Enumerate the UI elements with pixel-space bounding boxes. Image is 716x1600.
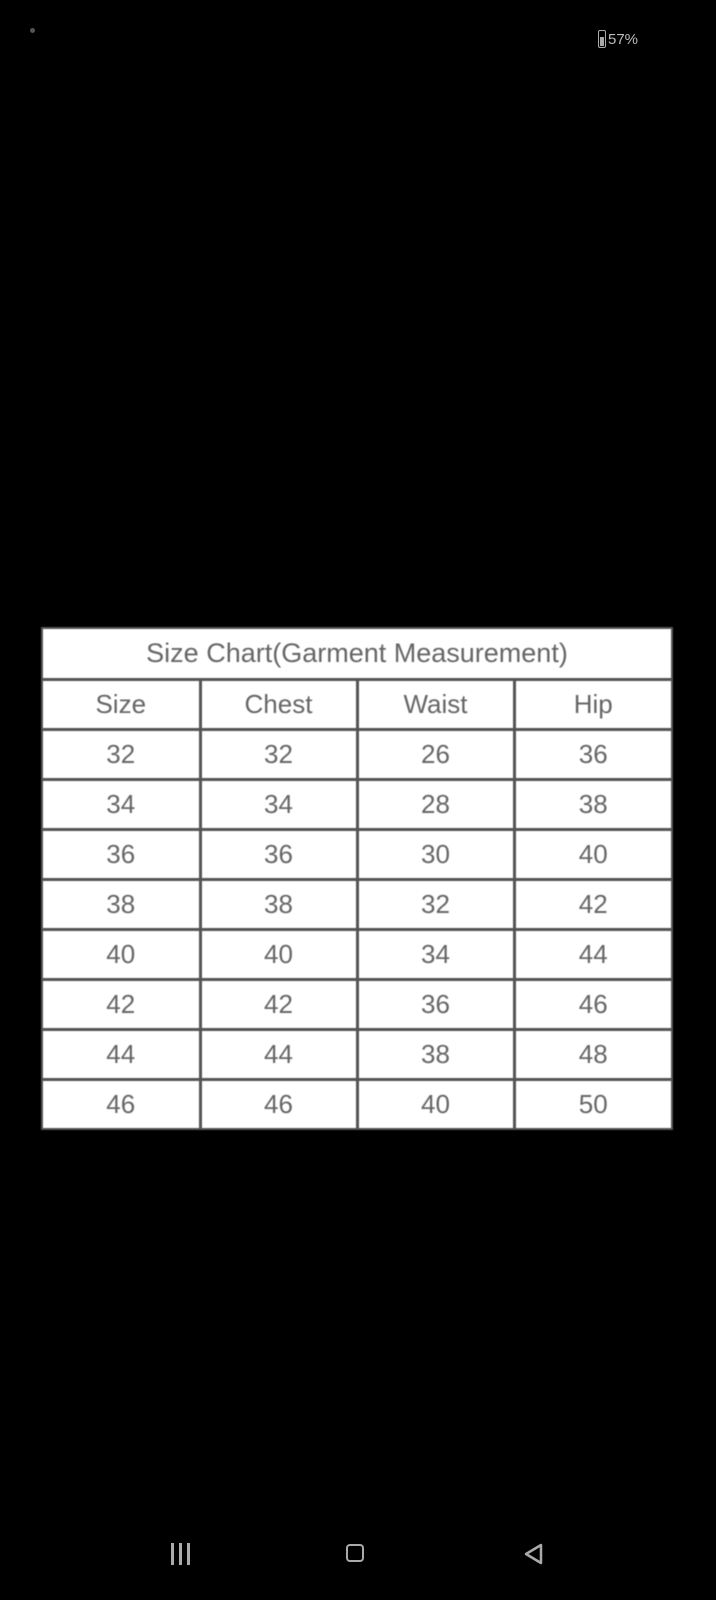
table-cell: 36 xyxy=(355,978,516,1031)
table-cell: 44 xyxy=(512,928,671,981)
table-cell: 46 xyxy=(198,1078,359,1128)
navigation-bar xyxy=(0,1540,716,1570)
notification-dot xyxy=(30,28,35,33)
table-cell: 48 xyxy=(512,1028,671,1081)
table-row: 40 40 34 44 xyxy=(43,928,671,981)
table-cell: 46 xyxy=(512,978,671,1031)
table-cell: 34 xyxy=(43,778,202,831)
size-chart-image: Size Chart(Garment Measurement) Size Ches… xyxy=(41,627,673,1130)
table-cell: 42 xyxy=(43,978,202,1031)
table-cell: 28 xyxy=(355,778,516,831)
table-cell: 38 xyxy=(355,1028,516,1081)
table-row: 34 34 28 38 xyxy=(43,778,671,831)
table-cell: 38 xyxy=(198,878,359,931)
table-cell: 34 xyxy=(355,928,516,981)
table-cell: 46 xyxy=(43,1078,202,1128)
table-row: 38 38 32 42 xyxy=(43,878,671,931)
table-row: 36 36 30 40 xyxy=(43,828,671,881)
table-cell: 36 xyxy=(512,728,671,781)
battery-icon xyxy=(598,30,606,48)
battery-percent: 57% xyxy=(608,30,639,48)
menu-icon[interactable] xyxy=(170,1543,190,1565)
table-cell: 40 xyxy=(198,928,359,981)
table-row: 46 46 40 50 xyxy=(43,1078,671,1128)
table-row: 42 42 36 46 xyxy=(43,978,671,1031)
table-cell: 40 xyxy=(43,928,202,981)
header-cell: Chest xyxy=(198,681,359,731)
header-cell: Hip xyxy=(512,681,671,731)
header-cell: Waist xyxy=(355,681,516,731)
table-cell: 38 xyxy=(512,778,671,831)
table-row: 44 44 38 48 xyxy=(43,1028,671,1081)
table-cell: 44 xyxy=(43,1028,202,1081)
size-chart-table: Size Chest Waist Hip 32 32 26 36 34 34 28 38 36 36 30 4… xyxy=(43,681,671,1128)
table-cell: 36 xyxy=(43,828,202,881)
header-cell: Size xyxy=(43,681,202,731)
table-cell: 30 xyxy=(355,828,516,881)
table-cell: 36 xyxy=(198,828,359,881)
table-cell: 26 xyxy=(355,728,516,781)
battery-status: 57% xyxy=(598,30,638,48)
table-cell: 50 xyxy=(512,1078,671,1128)
table-cell: 44 xyxy=(198,1028,359,1081)
table-row: 32 32 26 36 xyxy=(43,728,671,781)
table-cell: 40 xyxy=(512,828,671,881)
table-cell: 40 xyxy=(355,1078,516,1128)
table-cell: 32 xyxy=(355,878,516,931)
table-cell: 32 xyxy=(43,728,202,781)
table-cell: 38 xyxy=(43,878,202,931)
header-row: Size Chest Waist Hip xyxy=(43,681,671,731)
back-icon[interactable] xyxy=(522,1542,544,1566)
table-cell: 32 xyxy=(198,728,359,781)
home-icon[interactable] xyxy=(346,1544,364,1562)
table-cell: 42 xyxy=(198,978,359,1031)
table-cell: 34 xyxy=(198,778,359,831)
size-chart-title: Size Chart(Garment Measurement) xyxy=(43,629,671,681)
table-cell: 42 xyxy=(512,878,671,931)
